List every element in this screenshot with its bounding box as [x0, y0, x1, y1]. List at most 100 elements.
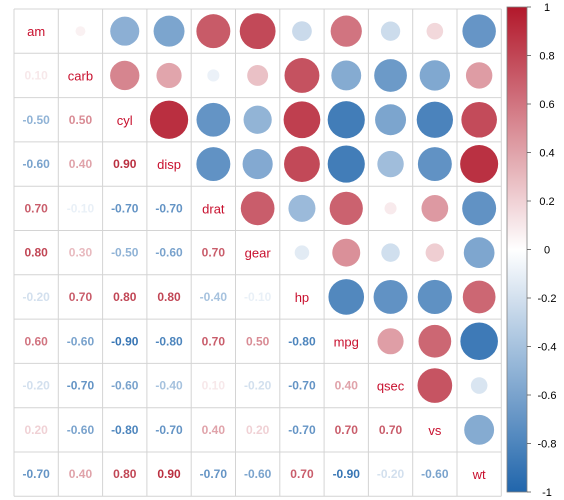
correlation-value: -0.90: [111, 334, 139, 348]
correlation-value: 0.40: [69, 157, 93, 171]
correlation-value: -0.70: [111, 201, 139, 215]
correlation-circle: [465, 62, 493, 89]
correlation-value: 0.80: [157, 290, 181, 304]
correlation-circle: [284, 57, 320, 93]
correlation-value: -0.90: [333, 467, 361, 481]
correlation-circle: [373, 279, 408, 314]
correlation-value: 0.90: [157, 467, 181, 481]
correlation-value: -0.40: [155, 379, 183, 393]
correlation-circle: [207, 69, 220, 82]
correlation-value: -0.80: [155, 334, 183, 348]
correlation-value: 0.70: [202, 334, 226, 348]
correlation-value: -0.60: [244, 467, 272, 481]
correlation-circle: [417, 368, 453, 403]
correlation-circle: [239, 13, 276, 50]
correlation-circle: [327, 145, 365, 183]
correlation-circle: [75, 26, 86, 37]
correlation-circle: [426, 22, 444, 40]
colorbar-tick-label: 0.2: [539, 196, 554, 208]
correlation-value: -0.70: [200, 467, 228, 481]
variable-label: hp: [295, 290, 309, 305]
correlation-value: -0.80: [288, 334, 316, 348]
correlation-circle: [374, 59, 407, 92]
correlation-circle: [196, 14, 231, 49]
correlation-circle: [419, 60, 451, 91]
correlation-circle: [110, 60, 140, 91]
correlation-value: -0.70: [155, 423, 183, 437]
correlation-circle: [247, 64, 269, 86]
correlation-circle: [240, 191, 275, 226]
correlation-circle: [110, 16, 140, 46]
variable-label: qsec: [377, 379, 405, 394]
correlation-circle: [462, 191, 497, 226]
correlation-circle: [461, 101, 497, 138]
correlation-circle: [329, 191, 363, 225]
correlation-circle: [196, 147, 231, 182]
correlation-circle: [462, 14, 496, 48]
correlation-value: -0.60: [67, 423, 95, 437]
correlation-circle: [292, 21, 312, 42]
correlation-circle: [153, 15, 185, 47]
correlation-value: 0.50: [69, 113, 93, 127]
correlation-circle: [377, 150, 404, 178]
correlation-value: -0.60: [67, 334, 95, 348]
correlation-value: -0.70: [155, 201, 183, 215]
correlation-circle: [425, 243, 445, 262]
correlation-value: -0.70: [22, 467, 50, 481]
colorbar-tick-label: 0.8: [539, 51, 554, 63]
correlation-circle: [156, 62, 182, 89]
correlation-value: 0.70: [202, 246, 226, 260]
correlation-value: 0.60: [24, 334, 48, 348]
colorbar: -1 -0.8 -0.6 -0.4 -0.2 0 0.2 0.4 0.6 0.8 1: [506, 2, 557, 499]
correlation-circle: [470, 377, 488, 394]
correlation-circle: [331, 60, 362, 91]
correlation-circle: [462, 280, 496, 314]
correlation-circle: [327, 101, 365, 139]
correlation-value: 0.80: [113, 290, 137, 304]
correlation-value: 0.40: [202, 423, 226, 437]
correlation-value: 0.70: [379, 423, 403, 437]
correlation-circle: [196, 102, 231, 137]
correlation-circle: [330, 15, 362, 47]
correlation-value: -0.40: [200, 290, 228, 304]
correlation-value: 0.30: [69, 246, 93, 260]
correlation-circle: [418, 324, 452, 358]
correlation-circle: [243, 105, 272, 134]
correlation-value: -0.70: [67, 379, 95, 393]
colorbar-tick-label: -0.4: [538, 342, 557, 354]
correlation-circle: [288, 194, 316, 222]
colorbar-tick-label: 0.4: [539, 148, 554, 160]
variable-label: am: [27, 24, 45, 39]
correlation-value: 0.10: [24, 68, 48, 82]
correlation-value: -0.20: [377, 467, 405, 481]
grid-lines: [13, 8, 502, 497]
correlation-circle: [381, 243, 400, 262]
correlation-circle: [384, 202, 397, 215]
correlation-value: -0.10: [244, 290, 272, 304]
correlation-circle: [380, 21, 401, 41]
matrix-cells: am 0.10 carb -0.50 0.50 cyl -0.60 0.40 0.90 disp 0…: [22, 13, 499, 482]
colorbar-tick-label: 0: [544, 245, 550, 257]
variable-label: drat: [202, 201, 225, 216]
correlation-circle: [417, 147, 452, 182]
correlation-circle: [460, 145, 499, 184]
correlation-value: 0.40: [335, 379, 359, 393]
correlation-value: -0.80: [111, 423, 139, 437]
correlation-value: -0.60: [155, 246, 183, 260]
correlation-circle: [464, 414, 495, 445]
correlation-circle: [463, 237, 495, 268]
correlation-value: -0.60: [421, 467, 449, 481]
correlation-value: 0.20: [24, 423, 48, 437]
correlation-value: -0.20: [244, 379, 272, 393]
correlation-circle: [242, 148, 273, 180]
variable-label: gear: [245, 246, 272, 261]
correlation-circle: [149, 100, 189, 139]
variable-label: cyl: [117, 113, 133, 128]
correlation-circle: [377, 328, 404, 355]
correlation-value: 0.70: [290, 467, 314, 481]
correlation-circle: [417, 279, 452, 315]
correlation-value: 0.20: [246, 423, 270, 437]
variable-label: disp: [157, 157, 181, 172]
colorbar-gradient: [506, 6, 528, 493]
